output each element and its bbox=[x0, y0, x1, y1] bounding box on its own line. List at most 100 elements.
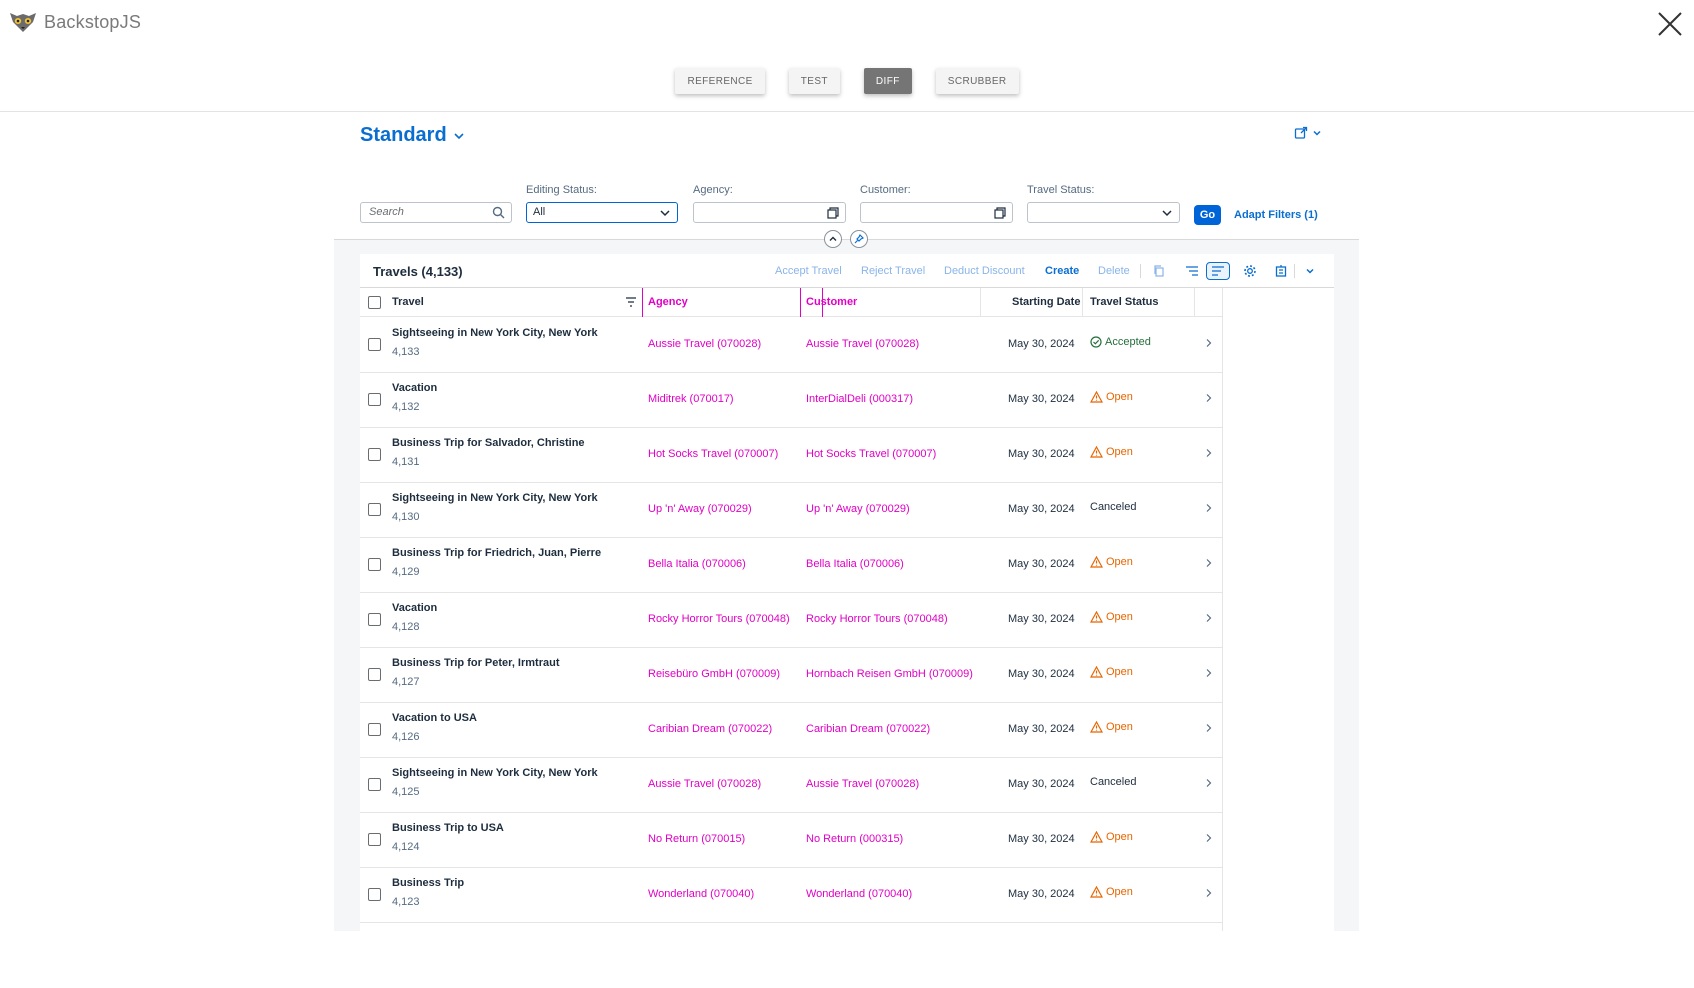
tab-scrubber[interactable]: SCRUBBER bbox=[935, 68, 1019, 94]
customer-cell: Aussie Travel (070028) bbox=[806, 778, 920, 790]
travel-title: Business Trip to USA bbox=[392, 822, 504, 834]
travel-title: Sightseeing in New York City, New York bbox=[392, 767, 598, 779]
table-row[interactable]: Business Trip to USA 4,124 No Return (0700… bbox=[360, 813, 1222, 868]
chevron-right-icon[interactable] bbox=[1205, 503, 1213, 513]
check-circle-icon bbox=[1090, 336, 1102, 348]
travel-id: 4,127 bbox=[392, 676, 420, 688]
search-icon[interactable] bbox=[492, 206, 505, 219]
customer-cell: Hornbach Reisen GmbH (070009) bbox=[806, 668, 973, 680]
status-text: Open bbox=[1106, 391, 1133, 403]
tab-reference[interactable]: REFERENCE bbox=[675, 68, 765, 94]
table-row[interactable]: Vacation 4,132 Miditrek (070017) InterDialD… bbox=[360, 373, 1222, 428]
chevron-right-icon[interactable] bbox=[1205, 833, 1213, 843]
row-checkbox[interactable] bbox=[368, 393, 381, 406]
row-checkbox[interactable] bbox=[368, 448, 381, 461]
starting-date-cell: May 30, 2024 bbox=[1008, 558, 1075, 570]
table-row[interactable]: Sightseeing in New York City, New York 4,… bbox=[360, 758, 1222, 813]
status-text: Open bbox=[1106, 831, 1133, 843]
select-all-checkbox[interactable] bbox=[368, 296, 381, 309]
share-button[interactable] bbox=[1294, 126, 1322, 140]
row-checkbox[interactable] bbox=[368, 723, 381, 736]
travel-id: 4,129 bbox=[392, 566, 420, 578]
customer-input[interactable] bbox=[860, 202, 1013, 223]
export-button[interactable] bbox=[1270, 262, 1294, 280]
adapt-filters-button[interactable]: Adapt Filters (1) bbox=[1234, 209, 1318, 221]
chevron-right-icon[interactable] bbox=[1205, 668, 1213, 678]
table-row[interactable]: Vacation 4,128 Rocky Horror Tours (070048)… bbox=[360, 593, 1222, 648]
value-help-icon[interactable] bbox=[827, 207, 839, 219]
table-row[interactable]: Business Trip for Peter, Irmtraut 4,127 Re… bbox=[360, 648, 1222, 703]
starting-date-cell: May 30, 2024 bbox=[1008, 833, 1075, 845]
editing-status-select[interactable]: All bbox=[526, 202, 678, 223]
chevron-down-icon bbox=[1162, 210, 1172, 217]
value-help-icon[interactable] bbox=[994, 207, 1006, 219]
status-badge: Open bbox=[1090, 446, 1133, 458]
row-checkbox[interactable] bbox=[368, 613, 381, 626]
column-header-travel[interactable]: Travel bbox=[392, 296, 424, 308]
copy-button[interactable] bbox=[1147, 262, 1171, 280]
agency-input[interactable] bbox=[693, 202, 846, 223]
backstop-header: BackstopJS REFERENCE TEST DIFF SCRUBBER bbox=[0, 0, 1694, 112]
table-row[interactable]: Business Trip for Friedrich, Juan, Pierr… bbox=[360, 538, 1222, 593]
variant-selector[interactable]: Standard bbox=[360, 124, 465, 147]
settings-button[interactable] bbox=[1238, 262, 1262, 280]
starting-date-cell: May 30, 2024 bbox=[1008, 668, 1075, 680]
accept-travel-button[interactable]: Accept Travel bbox=[775, 265, 842, 277]
close-icon[interactable] bbox=[1656, 10, 1684, 38]
table-row[interactable]: Sightseeing in New York City, New York 4,… bbox=[360, 483, 1222, 538]
agency-cell: Caribian Dream (070022) bbox=[648, 723, 773, 735]
status-badge: Open bbox=[1090, 886, 1133, 898]
tab-diff[interactable]: DIFF bbox=[863, 68, 912, 94]
share-icon bbox=[1294, 126, 1308, 139]
go-button[interactable]: Go bbox=[1194, 205, 1221, 225]
chevron-right-icon[interactable] bbox=[1205, 448, 1213, 458]
row-checkbox[interactable] bbox=[368, 668, 381, 681]
filter-icon[interactable] bbox=[625, 297, 637, 307]
travel-title: Business Trip for Peter, Irmtraut bbox=[392, 657, 560, 669]
expand-all-button[interactable] bbox=[1180, 262, 1204, 280]
travel-status-label: Travel Status: bbox=[1027, 184, 1095, 196]
status-badge: Canceled bbox=[1090, 501, 1136, 513]
column-header-travel-status[interactable]: Travel Status bbox=[1090, 296, 1159, 308]
column-header-customer[interactable]: Customer bbox=[806, 296, 858, 308]
pin-header-button[interactable] bbox=[850, 230, 868, 248]
chevron-right-icon[interactable] bbox=[1205, 393, 1213, 403]
chevron-right-icon[interactable] bbox=[1205, 613, 1213, 623]
row-checkbox[interactable] bbox=[368, 888, 381, 901]
export-menu-button[interactable] bbox=[1298, 262, 1322, 280]
row-checkbox[interactable] bbox=[368, 778, 381, 791]
chevron-down-icon bbox=[660, 210, 670, 217]
travel-title: Sightseeing in New York City, New York bbox=[392, 492, 598, 504]
chevron-right-icon[interactable] bbox=[1205, 888, 1213, 898]
create-button[interactable]: Create bbox=[1045, 265, 1080, 277]
tab-test[interactable]: TEST bbox=[788, 68, 840, 94]
delete-button[interactable]: Delete bbox=[1098, 265, 1130, 277]
row-checkbox[interactable] bbox=[368, 338, 381, 351]
search-input[interactable]: Search bbox=[360, 202, 512, 223]
chevron-right-icon[interactable] bbox=[1205, 723, 1213, 733]
chevron-right-icon[interactable] bbox=[1205, 778, 1213, 788]
row-checkbox[interactable] bbox=[368, 503, 381, 516]
deduct-discount-button[interactable]: Deduct Discount bbox=[944, 265, 1025, 277]
table-row[interactable]: Sightseeing in New York City, New York 4,… bbox=[360, 318, 1222, 373]
lemur-logo-icon bbox=[10, 13, 36, 32]
reject-travel-button[interactable]: Reject Travel bbox=[861, 265, 926, 277]
collapse-all-button[interactable] bbox=[1206, 262, 1230, 280]
table-row[interactable]: Vacation to USA 4,126 Caribian Dream (0700… bbox=[360, 703, 1222, 758]
travel-title: Sightseeing in New York City, New York bbox=[392, 327, 598, 339]
chevron-right-icon[interactable] bbox=[1205, 338, 1213, 348]
table-row[interactable]: Business Trip 4,123 Wonderland (070040) Won… bbox=[360, 868, 1222, 923]
collapse-header-button[interactable] bbox=[824, 230, 842, 248]
variant-title: Standard bbox=[360, 124, 447, 146]
table-row[interactable]: Business Trip for Salvador, Christine 4,1… bbox=[360, 428, 1222, 483]
row-checkbox[interactable] bbox=[368, 833, 381, 846]
travel-status-select[interactable] bbox=[1027, 202, 1180, 223]
table-header: Travel Agency Customer Starting Date Tra… bbox=[360, 288, 1222, 317]
column-header-starting-date[interactable]: Starting Date bbox=[1012, 296, 1081, 308]
chevron-right-icon[interactable] bbox=[1205, 558, 1213, 568]
starting-date-cell: May 30, 2024 bbox=[1008, 393, 1075, 405]
row-checkbox[interactable] bbox=[368, 558, 381, 571]
search-filter: Search bbox=[360, 184, 512, 223]
column-header-agency[interactable]: Agency bbox=[648, 296, 688, 308]
travel-id: 4,133 bbox=[392, 346, 420, 358]
